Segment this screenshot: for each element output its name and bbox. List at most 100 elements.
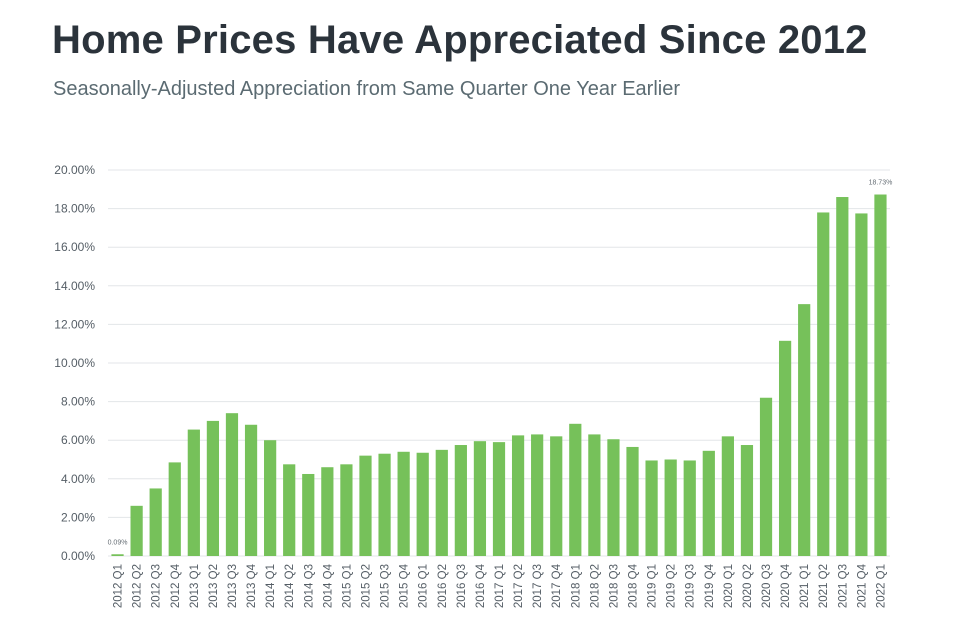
y-tick-label: 6.00% bbox=[61, 433, 95, 447]
x-tick-label: 2016 Q2 bbox=[437, 564, 449, 608]
x-tick-label: 2019 Q4 bbox=[704, 563, 716, 608]
x-tick-label: 2019 Q1 bbox=[647, 564, 659, 608]
x-tick-label: 2021 Q1 bbox=[799, 564, 811, 608]
x-tick-label: 2016 Q4 bbox=[475, 563, 487, 608]
x-axis-ticks: 2012 Q1 2012 Q2 2012 Q3 2012 Q4 2013 Q1 2013 … bbox=[113, 563, 888, 608]
x-tick-label: 2018 Q2 bbox=[589, 564, 601, 608]
bar bbox=[397, 451, 410, 556]
bar bbox=[664, 459, 677, 556]
y-tick-label: 0.00% bbox=[61, 549, 95, 563]
x-tick-label: 2014 Q1 bbox=[265, 564, 277, 608]
x-tick-label: 2018 Q1 bbox=[570, 564, 582, 608]
x-tick-label: 2021 Q4 bbox=[856, 563, 868, 608]
x-tick-label: 2022 Q1 bbox=[875, 564, 887, 608]
x-tick-label: 2014 Q4 bbox=[322, 563, 334, 608]
bar bbox=[855, 213, 868, 556]
bar bbox=[607, 439, 620, 556]
x-tick-label: 2020 Q3 bbox=[761, 564, 773, 608]
bar bbox=[244, 424, 258, 556]
x-tick-label: 2017 Q2 bbox=[513, 564, 525, 608]
y-tick-label: 12.00% bbox=[54, 317, 95, 331]
bar bbox=[473, 441, 487, 556]
y-tick-label: 10.00% bbox=[54, 356, 95, 370]
bar bbox=[340, 464, 353, 556]
x-tick-label: 2017 Q3 bbox=[532, 564, 544, 608]
bar bbox=[511, 435, 525, 557]
chart-title: Home Prices Have Appreciated Since 2012 bbox=[52, 18, 868, 62]
bars bbox=[111, 194, 887, 557]
x-tick-label: 2012 Q2 bbox=[132, 564, 144, 608]
x-tick-label: 2016 Q3 bbox=[456, 564, 468, 608]
bar bbox=[550, 436, 563, 556]
x-tick-label: 2021 Q2 bbox=[818, 564, 830, 608]
bar bbox=[149, 488, 162, 556]
x-tick-label: 2017 Q1 bbox=[494, 564, 506, 608]
bar bbox=[130, 505, 143, 556]
y-tick-label: 16.00% bbox=[54, 240, 95, 254]
bar bbox=[283, 464, 296, 556]
bar bbox=[378, 453, 391, 556]
bar bbox=[817, 212, 830, 556]
y-tick-label: 8.00% bbox=[61, 395, 95, 409]
x-tick-label: 2019 Q3 bbox=[685, 564, 697, 608]
y-tick-label: 14.00% bbox=[54, 279, 95, 293]
bar bbox=[321, 467, 334, 556]
bar bbox=[492, 442, 506, 556]
x-tick-label: 2020 Q4 bbox=[780, 563, 792, 608]
x-tick-label: 2012 Q4 bbox=[170, 563, 182, 608]
bar bbox=[874, 194, 887, 556]
x-tick-label: 2016 Q1 bbox=[418, 564, 430, 608]
bar bbox=[740, 445, 754, 556]
x-tick-label: 2021 Q3 bbox=[837, 564, 849, 608]
bar bbox=[531, 434, 544, 556]
bar bbox=[588, 434, 601, 556]
x-tick-label: 2015 Q4 bbox=[399, 563, 411, 608]
x-tick-label: 2013 Q4 bbox=[246, 563, 258, 608]
data-label: 18.73% bbox=[869, 180, 893, 187]
x-tick-label: 2012 Q3 bbox=[151, 564, 163, 608]
x-tick-label: 2014 Q2 bbox=[284, 564, 296, 608]
x-tick-label: 2015 Q1 bbox=[341, 564, 353, 608]
y-axis-ticks: 0.00% 2.00% 4.00% 6.00% 8.00% 10.00% 12.00% 14.… bbox=[54, 163, 95, 563]
bar bbox=[111, 554, 124, 556]
x-tick-label: 2013 Q1 bbox=[189, 564, 201, 608]
bar bbox=[569, 423, 582, 556]
x-tick-label: 2012 Q1 bbox=[113, 564, 125, 608]
bar bbox=[416, 452, 429, 556]
x-tick-label: 2017 Q4 bbox=[551, 563, 563, 608]
bar bbox=[683, 460, 696, 556]
x-tick-label: 2015 Q2 bbox=[360, 564, 372, 608]
bar bbox=[454, 445, 467, 556]
bar bbox=[302, 473, 315, 556]
data-label: 0.09% bbox=[108, 539, 128, 546]
chart-subtitle: Seasonally-Adjusted Appreciation from Sa… bbox=[53, 78, 681, 100]
bar bbox=[206, 420, 220, 556]
bar bbox=[645, 460, 658, 556]
bar bbox=[798, 304, 811, 556]
bar bbox=[225, 413, 239, 556]
bar bbox=[187, 429, 200, 556]
bar bbox=[778, 340, 792, 556]
x-tick-label: 2018 Q3 bbox=[608, 564, 620, 608]
bar bbox=[721, 436, 734, 556]
bar bbox=[168, 462, 181, 556]
bar bbox=[759, 397, 773, 556]
bar bbox=[359, 455, 372, 556]
y-tick-label: 20.00% bbox=[54, 163, 95, 177]
bar bbox=[702, 450, 715, 556]
data-labels: 0.09% 18.73% bbox=[108, 180, 893, 547]
x-tick-label: 2013 Q2 bbox=[208, 564, 220, 608]
y-tick-label: 18.00% bbox=[54, 202, 95, 216]
x-tick-label: 2020 Q2 bbox=[742, 564, 754, 608]
x-tick-label: 2015 Q3 bbox=[380, 564, 392, 608]
x-tick-label: 2018 Q4 bbox=[628, 563, 640, 608]
x-tick-label: 2020 Q1 bbox=[723, 564, 735, 608]
bar bbox=[435, 449, 448, 556]
bar bbox=[836, 197, 849, 556]
y-tick-label: 4.00% bbox=[61, 472, 95, 486]
bar bbox=[626, 446, 639, 556]
bar bbox=[264, 440, 277, 556]
y-tick-label: 2.00% bbox=[61, 510, 95, 524]
x-tick-label: 2013 Q3 bbox=[227, 564, 239, 608]
